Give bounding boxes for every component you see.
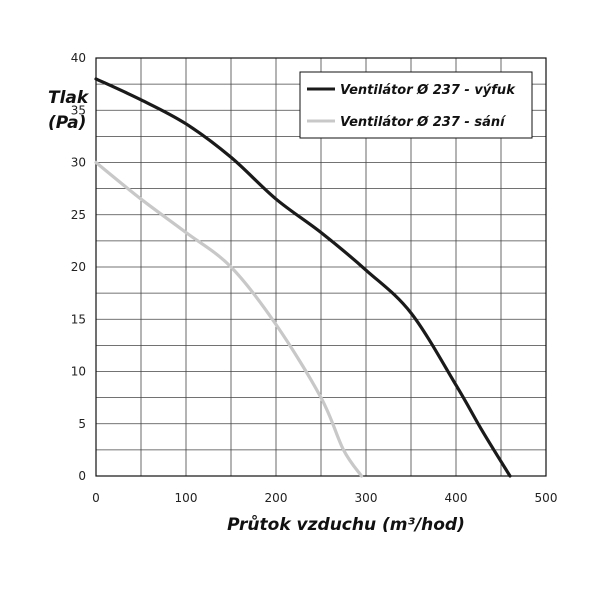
legend: Ventilátor Ø 237 - výfuk Ventilátor Ø 23…: [299, 71, 533, 139]
legend-label-vyfuk: Ventilátor Ø 237 - výfuk: [340, 83, 516, 98]
y-tick-label: 40: [71, 51, 86, 65]
y-axis-ticks: 0 5 10 15 20 25 30 35 40: [71, 51, 86, 483]
y-tick-label: 5: [78, 417, 86, 431]
x-tick-label: 400: [445, 491, 468, 505]
x-axis-label: Průtok vzduchu (m³/hod): [227, 514, 465, 535]
y-tick-label: 10: [71, 365, 86, 379]
x-tick-label: 0: [92, 491, 100, 505]
x-tick-label: 300: [355, 491, 378, 505]
x-tick-label: 500: [535, 491, 558, 505]
x-axis-ticks: 0 100 200 300 400 500: [92, 491, 557, 505]
x-tick-label: 100: [175, 491, 198, 505]
y-tick-label: 0: [78, 469, 86, 483]
y-tick-label: 15: [71, 312, 86, 326]
plot-frame: [95, 57, 547, 477]
y-axis-label: Tlak: [48, 88, 90, 108]
series-line-1: [94, 160, 364, 478]
y-tick-label: 30: [71, 156, 86, 170]
y-axis-label-unit: (Pa): [48, 113, 86, 133]
y-tick-label: 25: [71, 208, 86, 222]
y-tick-label: 35: [71, 103, 86, 117]
series-line-0: [94, 77, 512, 478]
legend-label-sani: Ventilátor Ø 237 - sání: [340, 115, 507, 130]
series-layer: [94, 77, 512, 478]
y-tick-label: 20: [71, 260, 86, 274]
x-tick-label: 200: [265, 491, 288, 505]
legend-box: [299, 71, 533, 139]
